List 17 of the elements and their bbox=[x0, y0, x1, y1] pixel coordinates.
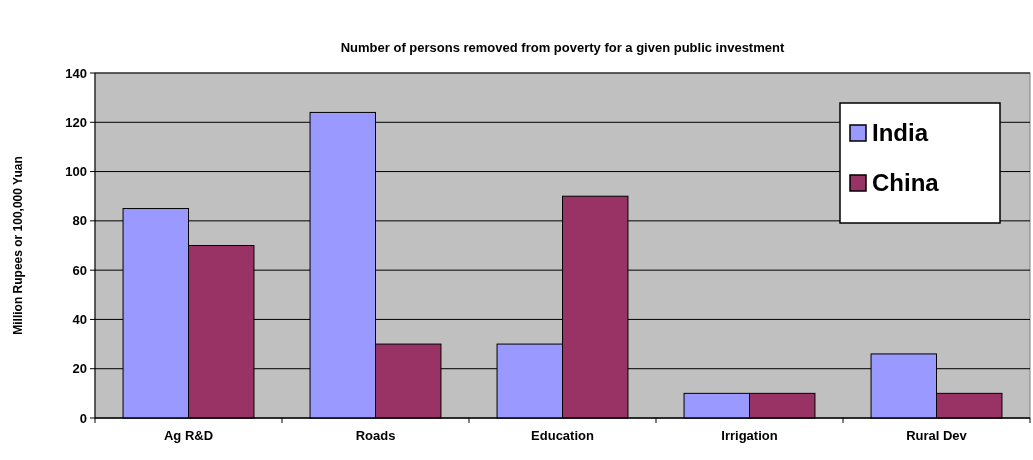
y-axis-title: Million Rupees or 100,000 Yuan bbox=[11, 156, 25, 335]
chart-title: Number of persons removed from poverty for a given public investment bbox=[340, 40, 785, 55]
x-tick-label: Ag R&D bbox=[163, 428, 214, 443]
x-tick-label: Roads bbox=[355, 428, 396, 443]
x-tick-label: Irrigation bbox=[721, 428, 778, 443]
y-tick-label: 0 bbox=[79, 410, 87, 426]
y-tick-label: 140 bbox=[65, 65, 87, 81]
x-tick-label: Rural Dev bbox=[906, 428, 968, 443]
y-tick-label: 100 bbox=[65, 164, 87, 180]
y-tick-label: 80 bbox=[72, 213, 87, 229]
x-tick-label: Education bbox=[531, 428, 594, 443]
legend-label: China bbox=[872, 169, 940, 197]
y-tick-label: 120 bbox=[65, 114, 87, 130]
y-tick-label: 40 bbox=[72, 311, 87, 327]
y-tick-label: 60 bbox=[72, 262, 87, 278]
legend-label: India bbox=[872, 119, 929, 147]
y-tick-label: 20 bbox=[72, 361, 87, 377]
